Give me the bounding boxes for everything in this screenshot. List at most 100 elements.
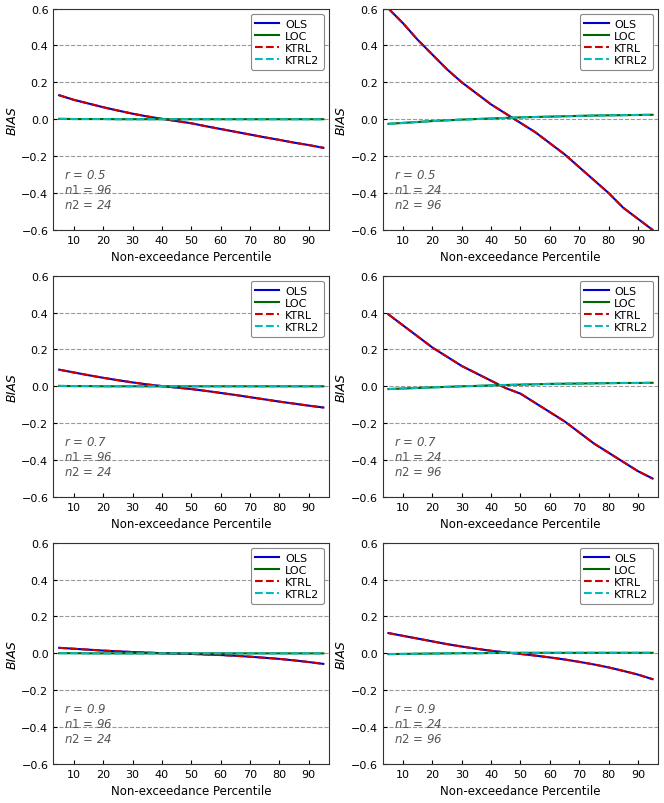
KTRL2 xyxy=(473,649,481,658)
KTRL xyxy=(575,428,583,438)
KTRL2 xyxy=(502,381,510,390)
OLS xyxy=(457,642,465,651)
OLS xyxy=(246,131,254,141)
Line: KTRL2: KTRL2 xyxy=(388,653,653,654)
KTRL2 xyxy=(216,649,224,658)
KTRL2 xyxy=(604,379,612,389)
Text: $r$ = 0.9
$n1$ = 96
$n2$ = 24: $r$ = 0.9 $n1$ = 96 $n2$ = 24 xyxy=(64,702,113,745)
Legend: OLS, LOC, KTRL, KTRL2: OLS, LOC, KTRL, KTRL2 xyxy=(580,282,653,337)
KTRL2 xyxy=(473,115,481,124)
OLS xyxy=(70,644,78,654)
OLS xyxy=(560,150,568,160)
Y-axis label: BIAS: BIAS xyxy=(335,373,348,402)
KTRL xyxy=(84,645,92,654)
OLS xyxy=(531,128,539,138)
KTRL xyxy=(187,120,195,129)
KTRL xyxy=(70,644,78,654)
OLS xyxy=(129,110,137,120)
KTRL2 xyxy=(443,382,451,392)
LOC xyxy=(428,649,436,658)
KTRL2 xyxy=(290,382,298,392)
LOC xyxy=(384,120,392,129)
KTRL xyxy=(231,128,239,137)
LOC xyxy=(457,116,465,125)
LOC xyxy=(261,649,269,658)
KTRL xyxy=(143,648,151,658)
Y-axis label: BIAS: BIAS xyxy=(5,106,19,134)
KTRL xyxy=(70,369,78,378)
OLS xyxy=(517,650,525,659)
KTRL2 xyxy=(216,116,224,125)
KTRL xyxy=(649,474,657,483)
OLS xyxy=(114,376,122,385)
KTRL xyxy=(55,92,63,101)
KTRL2 xyxy=(546,380,554,389)
KTRL2 xyxy=(575,112,583,121)
OLS xyxy=(276,136,284,145)
LOC xyxy=(531,648,539,658)
LOC xyxy=(487,115,495,124)
KTRL xyxy=(560,417,568,426)
KTRL2 xyxy=(457,116,465,125)
OLS xyxy=(173,383,181,393)
OLS xyxy=(319,144,327,153)
KTRL xyxy=(246,393,254,402)
OLS xyxy=(428,51,436,60)
KTRL2 xyxy=(575,648,583,658)
KTRL xyxy=(473,369,481,379)
KTRL2 xyxy=(414,384,422,393)
KTRL xyxy=(173,649,181,658)
KTRL2 xyxy=(99,382,107,392)
Y-axis label: BIAS: BIAS xyxy=(335,106,348,134)
KTRL2 xyxy=(143,382,151,392)
LOC xyxy=(55,649,63,658)
Line: LOC: LOC xyxy=(388,116,653,124)
LOC xyxy=(216,649,224,658)
OLS xyxy=(173,649,181,658)
KTRL xyxy=(590,176,598,185)
OLS xyxy=(261,653,269,662)
LOC xyxy=(143,649,151,658)
OLS xyxy=(457,79,465,88)
OLS xyxy=(276,397,284,407)
OLS xyxy=(216,389,224,398)
LOC xyxy=(399,384,407,393)
Legend: OLS, LOC, KTRL, KTRL2: OLS, LOC, KTRL, KTRL2 xyxy=(580,548,653,604)
OLS xyxy=(487,646,495,656)
LOC xyxy=(634,648,642,658)
OLS xyxy=(443,66,451,75)
LOC xyxy=(231,382,239,392)
KTRL xyxy=(649,226,657,235)
X-axis label: Non-exceedance Percentile: Non-exceedance Percentile xyxy=(111,518,272,531)
KTRL2 xyxy=(517,113,525,123)
LOC xyxy=(305,382,313,392)
KTRL xyxy=(560,150,568,160)
Line: OLS: OLS xyxy=(59,370,323,408)
KTRL xyxy=(187,650,195,659)
LOC xyxy=(502,648,510,658)
KTRL xyxy=(502,110,510,120)
OLS xyxy=(560,654,568,664)
KTRL2 xyxy=(187,382,195,392)
KTRL xyxy=(384,5,392,14)
LOC xyxy=(575,112,583,121)
OLS xyxy=(443,639,451,649)
LOC xyxy=(246,382,254,392)
KTRL2 xyxy=(305,116,313,125)
LOC xyxy=(70,381,78,391)
OLS xyxy=(399,631,407,641)
LOC xyxy=(261,116,269,125)
Line: KTRL: KTRL xyxy=(59,370,323,408)
LOC xyxy=(114,382,122,392)
Line: KTRL: KTRL xyxy=(59,648,323,664)
LOC xyxy=(187,382,195,392)
LOC xyxy=(560,648,568,658)
KTRL2 xyxy=(319,382,327,392)
KTRL xyxy=(502,648,510,658)
KTRL2 xyxy=(502,114,510,124)
LOC xyxy=(305,649,313,658)
KTRL2 xyxy=(261,382,269,392)
KTRL xyxy=(187,385,195,394)
OLS xyxy=(114,646,122,656)
OLS xyxy=(457,361,465,371)
